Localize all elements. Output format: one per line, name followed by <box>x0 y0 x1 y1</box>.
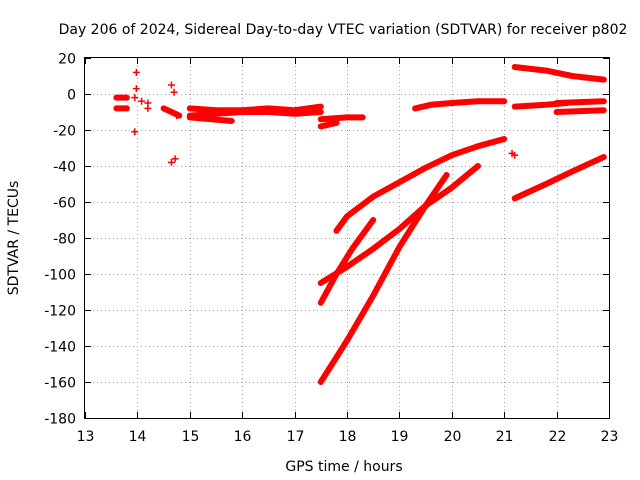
series-arc-6 <box>186 114 235 124</box>
grid <box>85 58 609 418</box>
y-axis-ticks: -180 -160 -140 -120 -100 -80 -60 -40 -20 0 20 <box>44 52 609 428</box>
data-point <box>131 128 139 136</box>
series-arc-13 <box>553 98 607 106</box>
y-tick-label: -40 <box>53 160 76 176</box>
series-arc-12 <box>553 107 607 115</box>
x-axis-ticks: 13 14 15 16 17 18 19 20 21 22 23 <box>77 58 619 445</box>
series-arc-8 <box>317 119 340 130</box>
data-points <box>131 68 519 166</box>
plot-frame <box>84 57 610 419</box>
x-tick-label: 14 <box>129 429 147 445</box>
series-arc-17 <box>317 217 377 306</box>
x-tick-label: 22 <box>549 429 567 445</box>
x-tick-label: 18 <box>339 429 357 445</box>
data-point <box>167 158 175 166</box>
x-tick-label: 16 <box>234 429 252 445</box>
data-point <box>138 97 146 105</box>
data-point <box>144 104 152 112</box>
y-tick-label: -180 <box>44 412 76 428</box>
data-point <box>173 112 181 120</box>
series-arc-7 <box>317 114 366 123</box>
data-series <box>113 64 607 385</box>
x-tick-label: 21 <box>496 429 514 445</box>
series-arc-15 <box>317 163 481 286</box>
x-tick-label: 15 <box>182 429 200 445</box>
y-tick-label: -80 <box>53 232 76 248</box>
series-arc-14 <box>333 136 508 234</box>
series-arc-5 <box>186 109 324 119</box>
series-arc-10 <box>511 64 607 83</box>
y-tick-label: -120 <box>44 304 76 320</box>
data-point <box>132 68 140 76</box>
y-tick-label: -140 <box>44 340 76 356</box>
y-axis-label: SDTVAR / TECUs <box>6 181 22 296</box>
x-axis-label: GPS time / hours <box>285 459 402 475</box>
x-tick-label: 23 <box>601 429 619 445</box>
x-tick-label: 20 <box>444 429 462 445</box>
data-point <box>167 81 175 89</box>
y-tick-label: -20 <box>53 124 76 140</box>
y-tick-label: 0 <box>67 88 76 104</box>
x-tick-label: 17 <box>287 429 305 445</box>
data-point <box>171 155 179 163</box>
data-point <box>170 88 178 96</box>
data-point <box>131 94 139 102</box>
chart-title: Day 206 of 2024, Sidereal Day-to-day VTE… <box>59 22 628 38</box>
series-arc-18 <box>511 154 607 202</box>
x-tick-label: 19 <box>391 429 409 445</box>
y-tick-label: -60 <box>53 196 76 212</box>
y-tick-label: -100 <box>44 268 76 284</box>
series-arc-9 <box>412 98 508 112</box>
y-tick-label: -160 <box>44 376 76 392</box>
data-point <box>132 85 140 93</box>
series-arc-16 <box>317 172 450 385</box>
x-tick-label: 13 <box>77 429 95 445</box>
data-point <box>511 151 519 159</box>
y-tick-label: 20 <box>58 52 76 68</box>
